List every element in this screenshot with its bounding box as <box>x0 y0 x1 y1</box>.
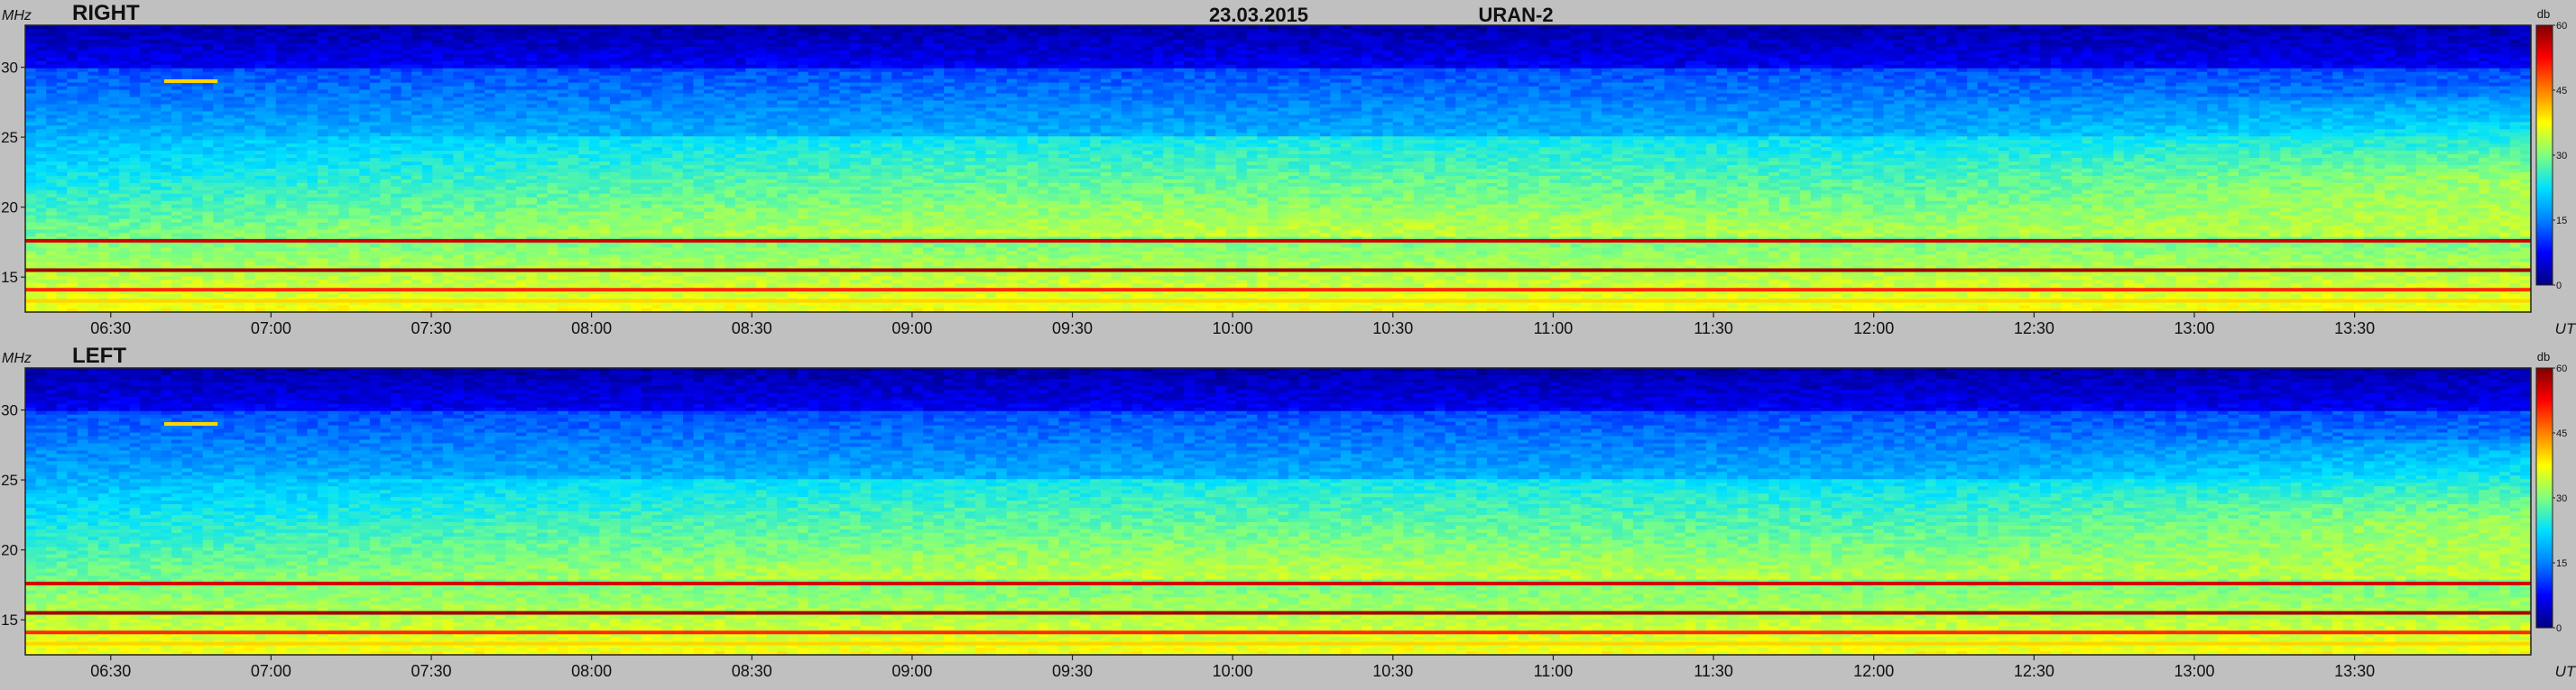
colorbar-tick-label: 30 <box>2556 151 2567 161</box>
x-tick-label: 13:30 <box>2334 662 2375 680</box>
x-tick-label: 12:30 <box>2014 662 2054 680</box>
emission-band <box>25 642 2531 646</box>
emission-band <box>25 288 2531 291</box>
x-tick-label: 12:00 <box>1853 662 1894 680</box>
emission-band <box>25 239 2531 243</box>
x-tick-label: 09:00 <box>891 319 932 337</box>
x-tick-label: 11:30 <box>1694 319 1733 337</box>
x-tick-label: 06:30 <box>90 662 131 680</box>
colorbar-tick-label: 0 <box>2556 623 2562 634</box>
y-tick-label: 25 <box>1 472 18 489</box>
x-tick-label: 10:30 <box>1372 662 1413 680</box>
x-tick-label: 09:30 <box>1052 319 1093 337</box>
colorbar <box>2536 25 2553 285</box>
y-tick-label: 30 <box>1 60 18 77</box>
colorbar-label: db <box>2537 350 2550 363</box>
y-axis-label: MHz <box>2 351 32 366</box>
x-tick-label: 11:30 <box>1694 662 1733 680</box>
x-tick-label: 12:00 <box>1853 319 1894 337</box>
x-tick-label: 13:30 <box>2334 319 2375 337</box>
x-tick-label: 06:30 <box>90 319 131 337</box>
colorbar-tick-label: 0 <box>2556 281 2562 291</box>
x-tick-label: 08:00 <box>571 662 612 680</box>
x-tick-label: 11:00 <box>1534 662 1574 680</box>
panel-left: LEFT MHz 15 20 25 30 06:30 07:00 07:30 08:00 08:30… <box>1 344 2576 680</box>
x-tick-label: 13:00 <box>2174 319 2214 337</box>
y-tick-label: 15 <box>1 612 18 629</box>
x-tick-label: 07:00 <box>251 319 291 337</box>
y-tick-label: 15 <box>1 269 18 286</box>
colorbar <box>2536 368 2553 628</box>
x-tick-label: 07:30 <box>411 662 451 680</box>
x-tick-label: 13:00 <box>2174 662 2214 680</box>
instrument-name: URAN-2 <box>1478 4 1553 26</box>
x-axis-label: UT <box>2555 320 2576 337</box>
x-tick-label: 10:30 <box>1372 319 1413 337</box>
emission-band <box>25 299 2531 303</box>
x-tick-label: 07:00 <box>251 662 291 680</box>
x-tick-label: 12:30 <box>2014 319 2054 337</box>
colorbar-tick-label: 45 <box>2556 86 2567 97</box>
x-axis-label: UT <box>2555 663 2576 680</box>
x-tick-label: 10:00 <box>1213 662 1253 680</box>
y-tick-label: 30 <box>1 402 18 419</box>
x-tick-label: 09:30 <box>1052 662 1093 680</box>
emission-band <box>25 612 2531 615</box>
emission-band <box>25 269 2531 272</box>
emission-band <box>25 630 2531 634</box>
colorbar-label: db <box>2537 7 2550 21</box>
x-tick-label: 08:00 <box>571 319 612 337</box>
y-tick-label: 20 <box>1 199 18 216</box>
y-axis-label: MHz <box>2 8 32 23</box>
colorbar-tick-label: 15 <box>2556 558 2567 569</box>
colorbar-tick-label: 60 <box>2556 363 2567 374</box>
x-tick-label: 11:00 <box>1534 319 1574 337</box>
y-tick-label: 20 <box>1 542 18 559</box>
y-tick-label: 25 <box>1 129 18 146</box>
colorbar-tick-label: 60 <box>2556 21 2567 32</box>
x-tick-label: 09:00 <box>891 662 932 680</box>
x-tick-label: 07:30 <box>411 319 451 337</box>
x-tick-label: 08:30 <box>732 319 772 337</box>
colorbar-tick-label: 45 <box>2556 428 2567 439</box>
panel-title: LEFT <box>72 344 126 368</box>
emission-band <box>164 79 217 83</box>
panel-right: RIGHT MHz 15 20 25 30 06:30 07:00 07:30 08:00 08:3… <box>1 1 2576 337</box>
x-tick-label: 10:00 <box>1213 319 1253 337</box>
x-tick-label: 08:30 <box>732 662 772 680</box>
emission-band <box>164 422 217 426</box>
colorbar-tick-label: 30 <box>2556 493 2567 504</box>
emission-band <box>25 582 2531 585</box>
observation-date: 23.03.2015 <box>1209 4 1308 26</box>
colorbar-tick-label: 15 <box>2556 216 2567 226</box>
panel-title: RIGHT <box>72 1 140 25</box>
